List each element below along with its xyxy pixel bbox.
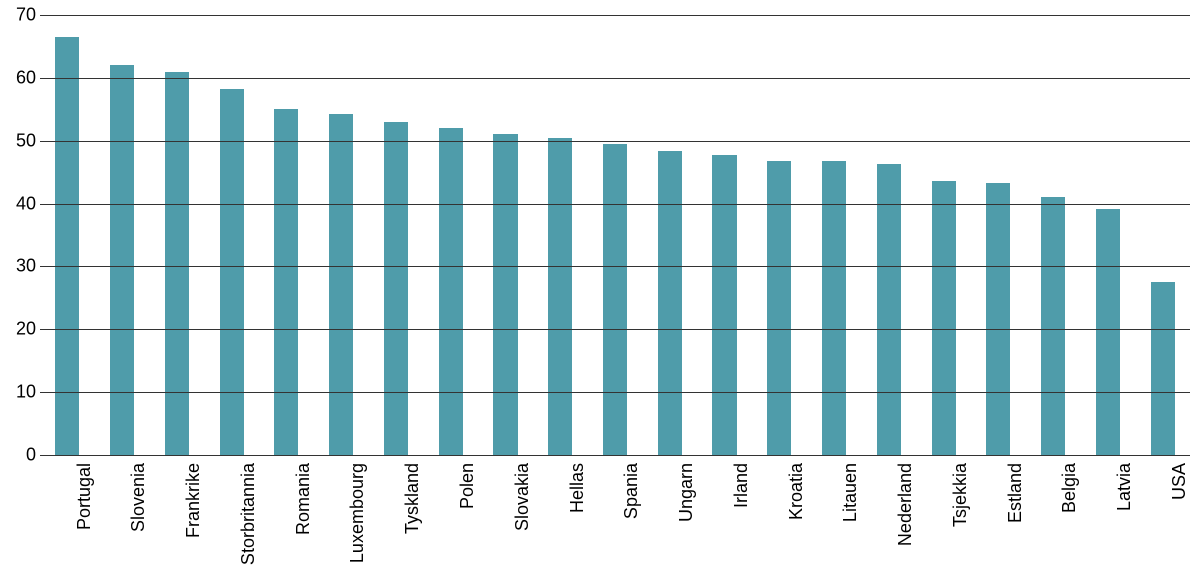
grid-line (40, 141, 1190, 142)
x-tick-label: Storbritannia (238, 463, 259, 565)
bar (932, 181, 956, 455)
bar (603, 144, 627, 455)
x-tick-label: Frankrike (183, 463, 204, 538)
bar (658, 151, 682, 455)
y-tick-label: 60 (2, 67, 36, 88)
bar (986, 183, 1010, 455)
y-tick-label: 10 (2, 382, 36, 403)
x-tick-label: Hellas (567, 463, 588, 513)
x-tick-label: Polen (457, 463, 478, 509)
bar (767, 161, 791, 455)
bars-container (40, 15, 1190, 455)
grid-line (40, 329, 1190, 330)
bar (384, 122, 408, 455)
y-tick-label: 50 (2, 130, 36, 151)
x-tick-label: Ungarn (676, 463, 697, 522)
x-tick-label: Slovakia (512, 463, 533, 531)
x-tick-label: USA (1169, 463, 1190, 500)
x-tick-label: Nederland (895, 463, 916, 546)
x-tick-label: Romania (293, 463, 314, 535)
x-tick-label: Portugal (74, 463, 95, 530)
bar (1096, 209, 1120, 455)
grid-line (40, 78, 1190, 79)
bar (220, 89, 244, 455)
bar (712, 155, 736, 455)
bar (274, 109, 298, 455)
x-tick-label: Belgia (1059, 463, 1080, 513)
bar (110, 65, 134, 455)
bar (1151, 282, 1175, 455)
x-tick-label: Estland (1005, 463, 1026, 523)
plot-area (40, 15, 1190, 455)
y-tick-label: 30 (2, 256, 36, 277)
bar (439, 128, 463, 455)
y-tick-label: 20 (2, 319, 36, 340)
bar (493, 134, 517, 455)
x-tick-label: Slovenia (128, 463, 149, 532)
y-tick-label: 0 (2, 445, 36, 466)
x-tick-label: Spania (621, 463, 642, 519)
x-tick-label: Kroatia (786, 463, 807, 520)
bar (822, 161, 846, 455)
y-tick-label: 40 (2, 193, 36, 214)
x-tick-label: Latvia (1114, 463, 1135, 511)
y-tick-label: 70 (2, 5, 36, 26)
bar (1041, 197, 1065, 455)
bar-chart: Portugal Slovenia Frankrike Storbritannia Ro… (0, 0, 1200, 573)
grid-line (40, 392, 1190, 393)
bar (329, 114, 353, 455)
grid-line (40, 266, 1190, 267)
bar (165, 72, 189, 455)
grid-line (40, 204, 1190, 205)
x-tick-label: Luxembourg (347, 463, 368, 563)
x-tick-label: Tyskland (402, 463, 423, 534)
bar (877, 164, 901, 455)
x-tick-label: Tsjekkia (950, 463, 971, 527)
x-tick-label: Irland (731, 463, 752, 508)
grid-line (40, 455, 1190, 456)
x-axis-labels: Portugal Slovenia Frankrike Storbritannia Ro… (40, 463, 1190, 573)
bar (548, 138, 572, 455)
grid-line (40, 15, 1190, 16)
x-tick-label: Litauen (840, 463, 861, 522)
